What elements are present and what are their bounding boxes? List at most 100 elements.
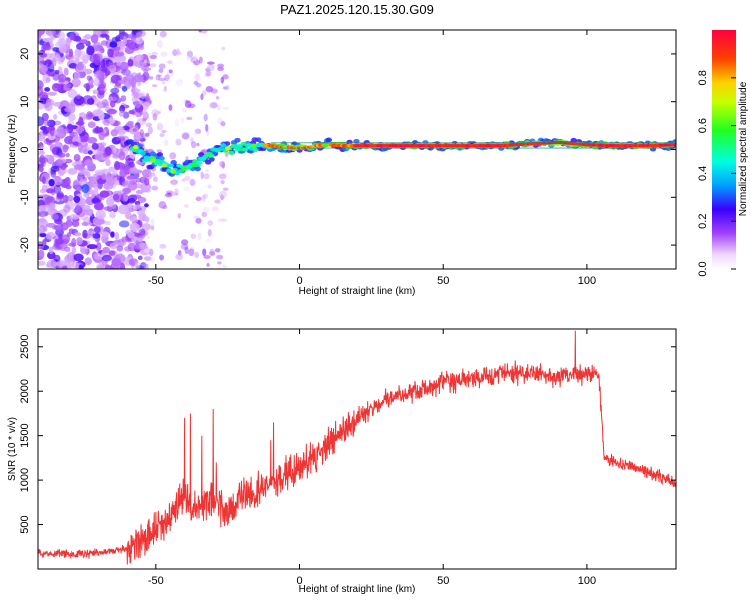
heatmap-cell bbox=[158, 63, 166, 70]
heatmap-cell bbox=[184, 175, 191, 181]
heatmap-cell bbox=[152, 112, 158, 121]
heatmap-cell bbox=[86, 230, 96, 235]
heatmap-cell bbox=[45, 263, 52, 268]
heatmap-cell bbox=[209, 248, 215, 256]
heatmap-cell bbox=[86, 171, 91, 179]
heatmap-cell bbox=[67, 113, 76, 121]
heatmap-cell bbox=[101, 30, 109, 35]
heatmap-cell bbox=[58, 45, 67, 54]
heatmap-cell bbox=[38, 211, 46, 218]
snr-ticks: -50 0 50 100 500 1000 1500 2000 2500 bbox=[19, 329, 676, 587]
heatmap-cell bbox=[198, 30, 202, 33]
heatmap-cell bbox=[169, 152, 177, 160]
heatmap-cell bbox=[81, 204, 91, 211]
heatmap-cell bbox=[133, 131, 144, 142]
heatmap-cell bbox=[56, 191, 64, 200]
colorbar-tick-label: 0.6 bbox=[697, 118, 709, 133]
heatmap-cell bbox=[673, 143, 676, 147]
heatmap-cell bbox=[202, 206, 210, 213]
heatmap-cell bbox=[157, 74, 162, 78]
heatmap-cell bbox=[61, 128, 69, 135]
snr-y-tick-label: 1000 bbox=[19, 468, 31, 492]
snr-x-tick-label: 100 bbox=[578, 575, 596, 587]
spectrogram-y-tick-label: -20 bbox=[19, 237, 31, 253]
heatmap-cell bbox=[67, 195, 74, 202]
heatmap-cell bbox=[127, 120, 134, 127]
heatmap-cell bbox=[136, 183, 142, 189]
heatmap-cell bbox=[181, 166, 188, 171]
heatmap-cell bbox=[73, 95, 85, 106]
heatmap-cell bbox=[92, 127, 104, 134]
heatmap-cell bbox=[106, 197, 115, 207]
heatmap-cell bbox=[118, 220, 130, 228]
heatmap-cell bbox=[209, 102, 218, 109]
heatmap-cell bbox=[90, 33, 99, 44]
heatmap-cell bbox=[144, 248, 151, 254]
heatmap-cell bbox=[116, 61, 122, 67]
heatmap-cell bbox=[119, 61, 129, 71]
heatmap-cell bbox=[234, 137, 241, 143]
heatmap-cell bbox=[135, 37, 143, 45]
heatmap-cell bbox=[44, 87, 51, 92]
heatmap-cell bbox=[190, 141, 197, 149]
colorbar-tick-label: 0.0 bbox=[697, 261, 709, 276]
heatmap-cell bbox=[142, 102, 151, 107]
heatmap-cell bbox=[58, 152, 66, 158]
heatmap-cell bbox=[206, 262, 210, 267]
heatmap-cell bbox=[133, 144, 139, 150]
heatmap-cell bbox=[53, 176, 63, 186]
heatmap-cell bbox=[87, 209, 93, 217]
heatmap-cell bbox=[85, 145, 94, 151]
heatmap-cell bbox=[46, 222, 56, 228]
heatmap-cell bbox=[65, 184, 72, 190]
heatmap-cell bbox=[75, 42, 85, 50]
heatmap-cell bbox=[51, 83, 62, 92]
heatmap-cell bbox=[161, 203, 167, 207]
heatmap-cell bbox=[203, 173, 210, 180]
heatmap-cell bbox=[128, 161, 135, 168]
heatmap-cell bbox=[76, 62, 84, 71]
heatmap-cell bbox=[127, 41, 137, 50]
heatmap-cell bbox=[58, 131, 65, 139]
heatmap-cell bbox=[181, 132, 190, 140]
heatmap-cell bbox=[161, 129, 167, 134]
heatmap-cell bbox=[220, 143, 227, 148]
heatmap-cell bbox=[42, 43, 51, 51]
heatmap-cell bbox=[142, 110, 148, 118]
heatmap-cell bbox=[147, 235, 151, 240]
heatmap-cell bbox=[222, 106, 229, 110]
heatmap-cell bbox=[98, 130, 106, 141]
heatmap-cell bbox=[64, 107, 71, 112]
spectrogram-x-tick-label: 100 bbox=[578, 275, 596, 287]
heatmap-cell bbox=[42, 37, 52, 42]
heatmap-cell bbox=[195, 72, 200, 81]
heatmap-cell bbox=[73, 71, 81, 82]
snr-y-tick-label: 2000 bbox=[19, 379, 31, 403]
colorbar-title: Normalized spectral amplitude bbox=[738, 81, 749, 216]
heatmap-cell bbox=[71, 220, 80, 227]
heatmap-cell bbox=[51, 213, 59, 221]
heatmap-cell bbox=[170, 192, 179, 196]
heatmap-cell bbox=[53, 113, 58, 120]
heatmap-cell bbox=[55, 141, 60, 147]
heatmap-cell bbox=[139, 59, 143, 67]
heatmap-cell bbox=[222, 74, 229, 80]
heatmap-cell bbox=[121, 69, 131, 76]
heatmap-cell bbox=[206, 61, 215, 65]
heatmap-cell bbox=[156, 40, 163, 49]
spectrogram-y-tick-label: 10 bbox=[19, 96, 31, 108]
heatmap-cell bbox=[158, 108, 163, 113]
heatmap-cell bbox=[138, 44, 145, 50]
heatmap-cell bbox=[129, 222, 140, 232]
heatmap-cell bbox=[141, 223, 152, 231]
heatmap-cell bbox=[166, 60, 173, 65]
heatmap-cell bbox=[220, 194, 224, 201]
heatmap-cell bbox=[38, 224, 46, 234]
heatmap-cell bbox=[196, 160, 203, 165]
heatmap-cell bbox=[105, 158, 111, 167]
spectrogram-panel: -50 0 50 100 -20 -10 0 10 20 Height of straight … bbox=[7, 29, 677, 297]
heatmap-cell bbox=[208, 102, 212, 109]
heatmap-cell bbox=[132, 128, 137, 132]
spectrogram-x-axis-title: Height of straight line (km) bbox=[299, 286, 416, 297]
heatmap-cell bbox=[112, 194, 119, 201]
